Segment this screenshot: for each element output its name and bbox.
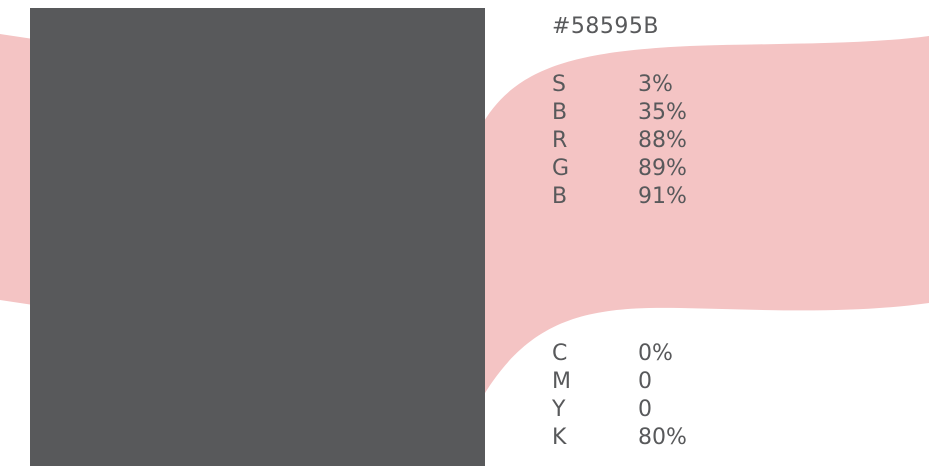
value-key: C <box>552 341 568 366</box>
value-number: 0% <box>638 341 673 366</box>
value-key: M <box>552 369 571 394</box>
value-number: 88% <box>638 128 687 153</box>
value-row: C 0% <box>552 340 687 368</box>
value-number: 80% <box>638 425 687 450</box>
value-row: B 35% <box>552 99 687 127</box>
value-number: 89% <box>638 156 687 181</box>
value-key: K <box>552 425 567 450</box>
value-key: B <box>552 100 568 125</box>
value-number: 3% <box>638 72 673 97</box>
hsb-rgb-values: S 3% B 35% R 88% G 89% B 91% <box>552 71 687 211</box>
value-row: B 91% <box>552 183 687 211</box>
value-number: 35% <box>638 100 687 125</box>
color-swatch <box>30 8 485 466</box>
value-row: G 89% <box>552 155 687 183</box>
value-number: 0 <box>638 369 652 394</box>
value-row: R 88% <box>552 127 687 155</box>
value-row: K 80% <box>552 424 687 452</box>
value-row: S 3% <box>552 71 687 99</box>
value-key: Y <box>552 397 566 422</box>
value-number: 91% <box>638 184 687 209</box>
hex-code: #58595B <box>552 14 660 39</box>
value-key: S <box>552 72 566 97</box>
value-key: R <box>552 128 568 153</box>
value-key: G <box>552 156 570 181</box>
value-number: 0 <box>638 397 652 422</box>
value-key: B <box>552 184 568 209</box>
ribbon-right-band <box>470 36 929 420</box>
